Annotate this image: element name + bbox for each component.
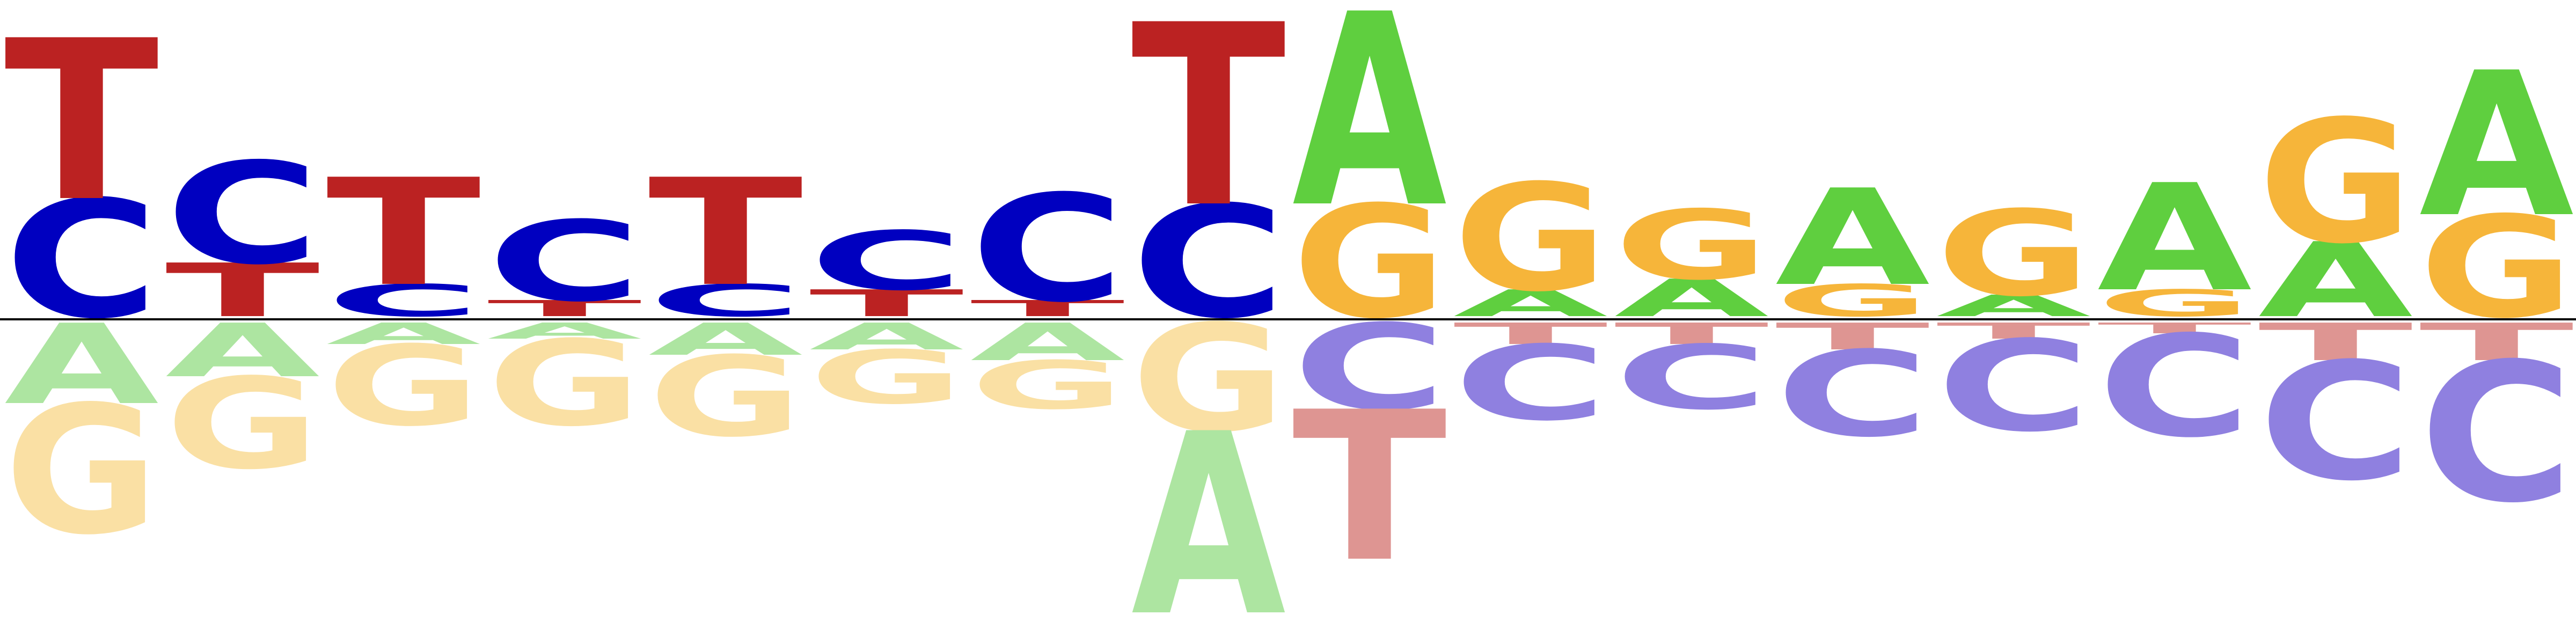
letter-T-neg15: T: [2258, 312, 2414, 372]
letter-T-neg11: T: [1614, 317, 1770, 351]
letter-T-pos1: T: [4, 0, 160, 251]
letter-A-pos14: A: [2097, 153, 2253, 325]
letter-T-neg14: T: [2097, 320, 2253, 337]
letter-T-pos7: T: [970, 296, 1126, 321]
letter-G-pos10: G: [1453, 153, 1608, 325]
letter-A-neg3: A: [326, 317, 482, 351]
letter-C-pos8: C: [1131, 173, 1286, 353]
letter-A-pos10: A: [1453, 282, 1609, 325]
letter-C-neg12: C: [1775, 326, 1930, 463]
letter-G-neg1: G: [4, 368, 159, 574]
letter-C-neg10: C: [1453, 324, 1608, 444]
letter-G-neg7: G: [970, 347, 1125, 424]
letter-T-pos5: T: [648, 148, 804, 319]
letter-A-neg8: A: [1131, 381, 1287, 644]
letter-A-pos15: A: [2258, 221, 2414, 341]
letter-A-pos13: A: [1936, 289, 2092, 323]
letter-G-pos14: G: [2097, 282, 2252, 325]
letter-C-pos5: C: [648, 275, 803, 327]
letter-T-pos3: T: [326, 148, 482, 319]
letter-T-neg9: T: [1292, 368, 1448, 608]
letter-C-neg16: C: [2419, 323, 2574, 545]
letter-G-pos13: G: [1936, 185, 2091, 323]
letter-G-pos16: G: [2419, 186, 2574, 349]
letter-T-neg12: T: [1775, 316, 1931, 358]
letter-C-pos3: C: [326, 275, 481, 327]
letter-A-neg7: A: [970, 312, 1126, 372]
letter-C-neg13: C: [1936, 314, 2091, 459]
letter-G-pos9: G: [1292, 173, 1447, 353]
letter-G-pos15: G: [2258, 84, 2413, 281]
letter-G-neg5: G: [648, 333, 803, 461]
letter-T-neg13: T: [1936, 318, 2092, 344]
letter-T-neg10: T: [1453, 317, 1609, 351]
letter-T-pos4: T: [487, 296, 643, 321]
letter-G-neg6: G: [809, 335, 964, 420]
letter-T-pos6: T: [809, 282, 965, 325]
letter-A-neg4: A: [487, 318, 643, 344]
logo-glyphs: CTAGTCAGCTAGTCAGCTAGTCAGTCAGCTGAGACTAGTC…: [4, 0, 2575, 644]
letter-C-pos1: C: [4, 166, 159, 354]
letter-C-pos4: C: [487, 197, 642, 326]
letter-G-pos12: G: [1775, 275, 1930, 327]
letter-T-pos8: T: [1131, 0, 1287, 262]
letter-G-neg8: G: [1131, 294, 1286, 465]
letter-C-neg11: C: [1614, 327, 1769, 429]
letter-G-neg4: G: [487, 315, 642, 452]
letter-G-neg2: G: [165, 352, 320, 497]
letter-A-neg5: A: [648, 314, 804, 365]
letter-G-neg3: G: [326, 322, 481, 450]
letter-C-pos7: C: [970, 164, 1125, 335]
letter-C-pos2: C: [165, 133, 320, 295]
letter-A-pos9: A: [1292, 0, 1448, 266]
letter-A-neg1: A: [4, 301, 160, 429]
letter-G-pos11: G: [1614, 190, 1769, 301]
letter-C-neg14: C: [2097, 305, 2252, 468]
letter-A-pos12: A: [1775, 162, 1931, 316]
letter-C-neg9: C: [1292, 299, 1447, 436]
letter-T-neg16: T: [2419, 312, 2575, 372]
letter-A-neg2: A: [165, 308, 321, 393]
letter-A-pos16: A: [2419, 31, 2575, 261]
letter-C-neg15: C: [2258, 328, 2413, 516]
letter-A-neg6: A: [809, 316, 965, 358]
letter-C-pos6: C: [809, 215, 964, 309]
